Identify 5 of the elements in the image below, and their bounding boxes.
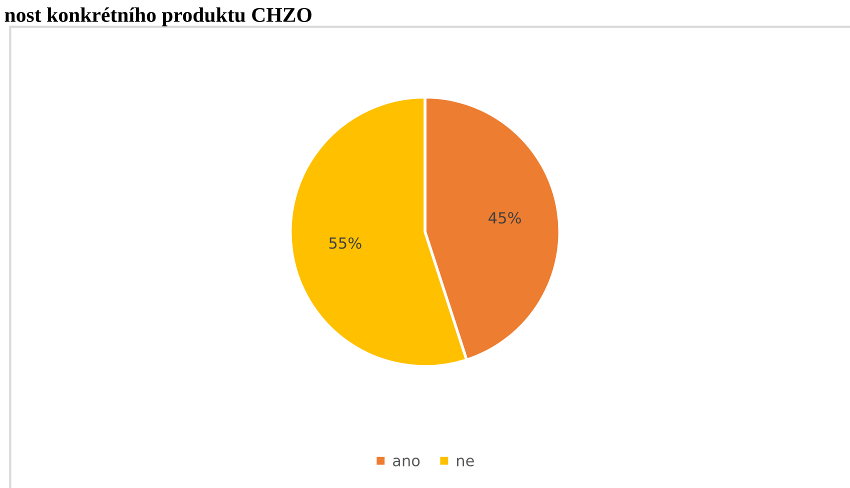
data-label: 45% (488, 212, 521, 224)
legend-label: ne (457, 458, 474, 466)
legend-label: ano (393, 458, 420, 466)
data-label: 55% (329, 237, 362, 249)
chart-title: nost konkrétního produktu CHZO (4, 7, 312, 26)
